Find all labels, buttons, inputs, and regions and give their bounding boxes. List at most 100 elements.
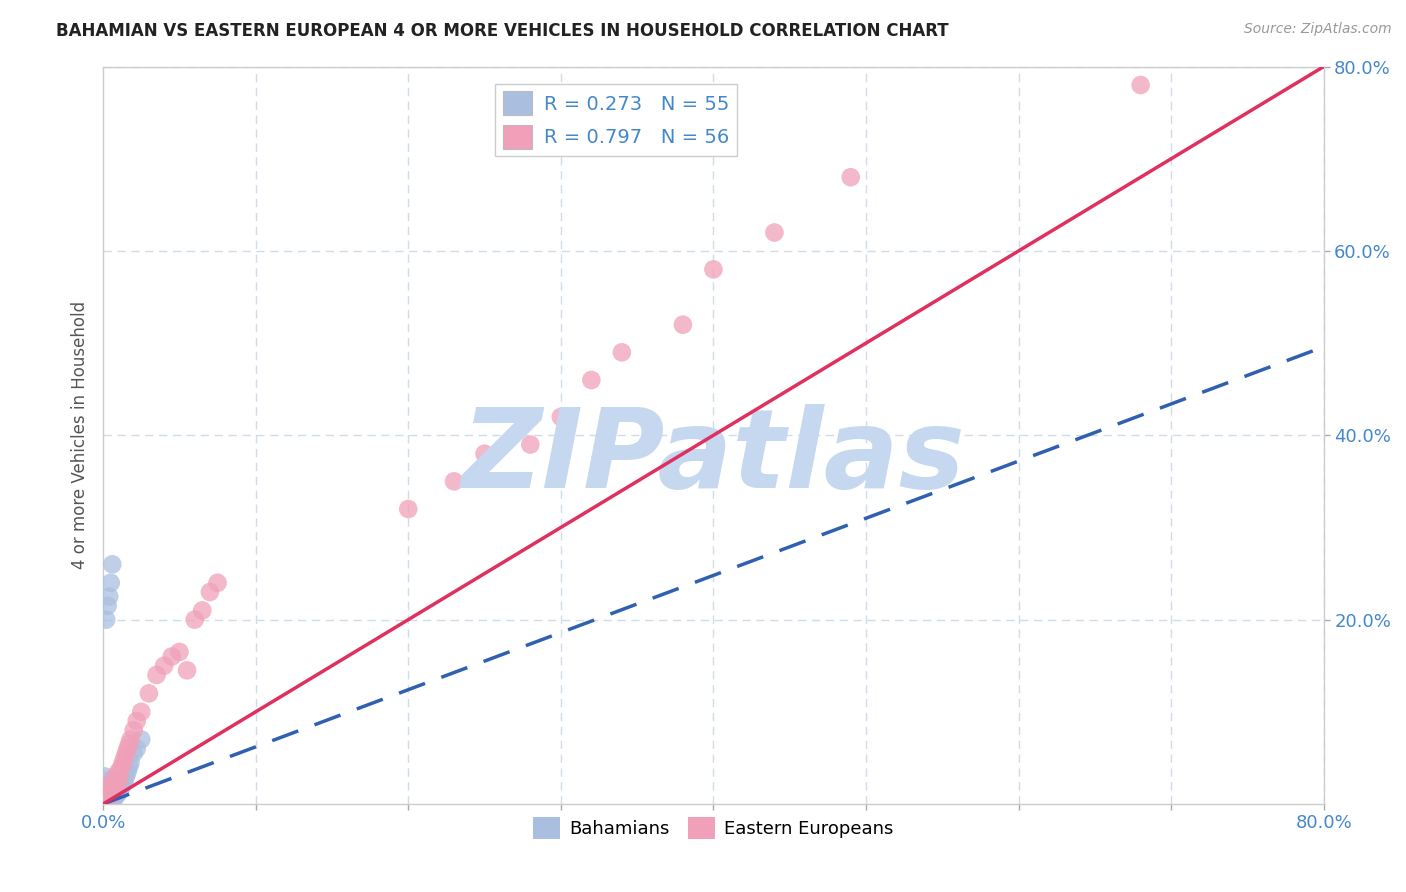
Point: [97, 773, 120, 788]
Point: [93, 790, 115, 805]
Point: [443, 475, 465, 489]
Point: [519, 437, 541, 451]
Point: [115, 769, 138, 783]
Text: ZIPatlas: ZIPatlas: [461, 404, 966, 511]
Point: [100, 794, 122, 808]
Point: [96, 789, 118, 804]
Point: [105, 779, 128, 793]
Point: [122, 723, 145, 738]
Legend: R = 0.273   N = 55, R = 0.797   N = 56: R = 0.273 N = 55, R = 0.797 N = 56: [495, 84, 737, 156]
Point: [160, 649, 183, 664]
Point: [96, 792, 118, 806]
Point: [97, 788, 120, 802]
Point: [120, 732, 142, 747]
Point: [100, 783, 122, 797]
Point: [110, 780, 132, 795]
Point: [96, 779, 118, 793]
Point: [107, 777, 129, 791]
Point: [96, 789, 118, 804]
Point: [103, 783, 125, 797]
Point: [100, 788, 122, 802]
Text: Source: ZipAtlas.com: Source: ZipAtlas.com: [1244, 22, 1392, 37]
Point: [118, 760, 141, 774]
Point: [581, 373, 603, 387]
Point: [108, 769, 131, 783]
Point: [672, 318, 695, 332]
Point: [93, 796, 115, 810]
Point: [101, 779, 124, 793]
Point: [97, 793, 120, 807]
Point: [96, 794, 118, 808]
Point: [98, 783, 121, 797]
Point: [101, 786, 124, 800]
Point: [96, 795, 118, 809]
Point: [610, 345, 633, 359]
Point: [93, 779, 115, 793]
Point: [101, 786, 124, 800]
Point: [97, 599, 120, 613]
Point: [107, 786, 129, 800]
Point: [100, 575, 122, 590]
Point: [97, 794, 120, 808]
Point: [97, 792, 120, 806]
Point: [114, 773, 136, 788]
Point: [96, 783, 118, 797]
Point: [101, 558, 124, 572]
Point: [129, 705, 152, 719]
Point: [93, 794, 115, 808]
Point: [93, 769, 115, 783]
Y-axis label: 4 or more Vehicles in Household: 4 or more Vehicles in Household: [72, 301, 89, 569]
Point: [98, 793, 121, 807]
Point: [103, 773, 125, 788]
Point: [100, 789, 122, 804]
Point: [108, 783, 131, 797]
Point: [176, 663, 198, 677]
Point: [103, 791, 125, 805]
Point: [96, 794, 118, 808]
Point: [97, 792, 120, 806]
Point: [396, 502, 419, 516]
Point: [125, 741, 148, 756]
Text: BAHAMIAN VS EASTERN EUROPEAN 4 OR MORE VEHICLES IN HOUSEHOLD CORRELATION CHART: BAHAMIAN VS EASTERN EUROPEAN 4 OR MORE V…: [56, 22, 949, 40]
Point: [97, 779, 120, 793]
Point: [96, 795, 118, 809]
Point: [153, 658, 176, 673]
Point: [839, 170, 862, 185]
Point: [93, 795, 115, 809]
Point: [98, 789, 121, 804]
Point: [93, 796, 115, 810]
Point: [98, 788, 121, 802]
Point: [103, 784, 125, 798]
Point: [118, 737, 141, 751]
Point: [145, 668, 167, 682]
Point: [98, 590, 121, 604]
Point: [93, 783, 115, 797]
Point: [96, 786, 118, 800]
Point: [550, 409, 572, 424]
Point: [93, 788, 115, 802]
Point: [105, 788, 128, 802]
Point: [98, 789, 121, 804]
Point: [702, 262, 724, 277]
Point: [97, 786, 120, 800]
Point: [117, 764, 139, 779]
Point: [138, 686, 160, 700]
Point: [100, 780, 122, 795]
Point: [110, 760, 132, 774]
Point: [474, 447, 496, 461]
Point: [104, 769, 127, 783]
Point: [183, 613, 205, 627]
Point: [104, 782, 127, 797]
Point: [1129, 78, 1152, 92]
Point: [107, 764, 129, 779]
Point: [111, 777, 134, 791]
Point: [207, 575, 229, 590]
Point: [125, 714, 148, 728]
Point: [97, 791, 120, 805]
Point: [111, 756, 134, 770]
Point: [93, 792, 115, 806]
Point: [114, 751, 136, 765]
Point: [104, 780, 127, 795]
Point: [117, 741, 139, 756]
Point: [169, 645, 191, 659]
